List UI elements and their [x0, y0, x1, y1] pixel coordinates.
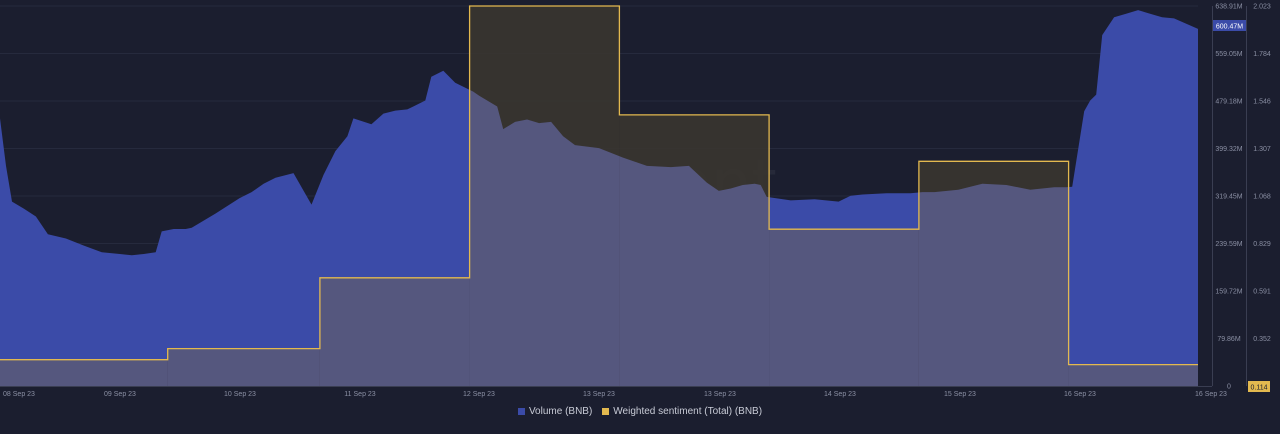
left-tick-label: 638.91M	[1215, 4, 1242, 11]
legend-item-sentiment[interactable]: Weighted sentiment (Total) (BNB)	[602, 406, 762, 417]
right-tick-label: 0.352	[1253, 336, 1271, 343]
x-tick-label: 11 Sep 23	[344, 391, 376, 398]
x-tick-label: 15 Sep 23	[944, 391, 976, 398]
right-tick-label: 1.307	[1253, 146, 1271, 153]
right-axis: 2.023 1.784 1.546 1.307 1.068 0.829 0.591 0.352…	[1246, 4, 1271, 391]
x-tick-label: 16 Sep 23	[1195, 391, 1227, 398]
right-tick-label: 0.829	[1253, 241, 1271, 248]
x-tick-label: 14 Sep 23	[824, 391, 856, 398]
x-tick-label: 16 Sep 23	[1064, 391, 1096, 398]
legend-swatch-sentiment	[602, 408, 610, 415]
left-tick-label: 319.45M	[1215, 194, 1242, 201]
overlap-fill-1	[167, 348, 320, 386]
overlap-fill-0	[0, 359, 168, 386]
legend: Volume (BNB) Weighted sentiment (Total) …	[0, 406, 1280, 417]
left-tick-label: 559.05M	[1215, 51, 1242, 58]
legend-label-volume: Volume (BNB)	[528, 406, 593, 417]
right-tick-label: 1.068	[1253, 194, 1271, 201]
overlap-fill-5	[769, 229, 919, 386]
left-tick-label: 79.86M	[1217, 336, 1241, 343]
overlap-fill-2	[319, 277, 470, 386]
sentiment-badge: 0.114	[1248, 381, 1270, 392]
left-tick-label: 239.59M	[1215, 241, 1242, 248]
right-tick-label: 1.784	[1253, 51, 1271, 58]
right-tick-label: 2.023	[1253, 4, 1271, 11]
x-tick-label: 09 Sep 23	[104, 391, 136, 398]
sentiment-line	[0, 5, 1198, 366]
sentiment-badge-label: 0.114	[1251, 385, 1268, 392]
left-tick-label: 479.18M	[1215, 99, 1242, 106]
right-tick-label: 0.591	[1253, 289, 1271, 296]
sentiment-series	[0, 5, 1198, 386]
left-axis: 638.91M 559.05M 479.18M 399.32M 319.45M 239.5…	[1212, 4, 1243, 391]
volume-badge: 600.47M	[1213, 20, 1246, 31]
left-tick-label: 0	[1227, 384, 1231, 391]
x-tick-label: 08 Sep 23	[3, 391, 35, 398]
x-tick-label: 13 Sep 23	[704, 391, 736, 398]
x-tick-label: 13 Sep 23	[583, 391, 615, 398]
legend-swatch-volume	[517, 408, 525, 415]
left-tick-label: 159.72M	[1215, 289, 1242, 296]
left-tick-label: 399.32M	[1215, 146, 1242, 153]
overlap-fill-6	[918, 161, 1069, 386]
x-tick-label: 12 Sep 23	[463, 391, 495, 398]
overlap-fill-7	[1068, 364, 1198, 386]
volume-badge-label: 600.47M	[1216, 24, 1243, 31]
right-tick-label: 1.546	[1253, 99, 1271, 106]
x-axis: 08 Sep 23 09 Sep 23 10 Sep 23 11 Sep 23 12 S…	[0, 386, 1227, 398]
legend-label-sentiment: Weighted sentiment (Total) (BNB)	[613, 406, 763, 417]
legend-item-volume[interactable]: Volume (BNB)	[517, 406, 593, 417]
x-tick-label: 10 Sep 23	[224, 391, 256, 398]
